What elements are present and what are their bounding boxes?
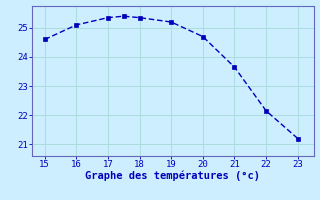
X-axis label: Graphe des températures (°c): Graphe des températures (°c)	[85, 171, 260, 181]
